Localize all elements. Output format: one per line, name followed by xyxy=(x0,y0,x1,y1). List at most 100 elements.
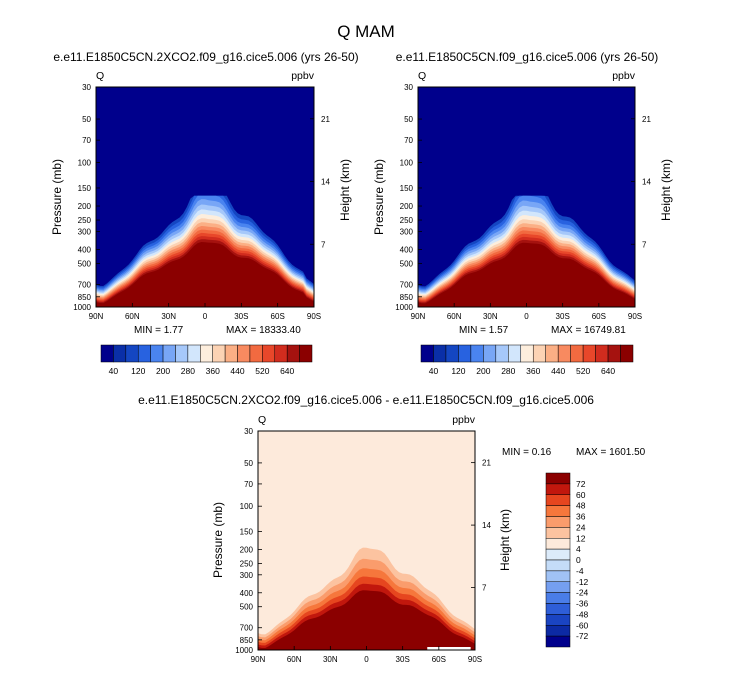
colorbar-swatch xyxy=(212,344,226,363)
panel-diff-unit-label: ppbv xyxy=(452,414,476,426)
y-tick-label: 150 xyxy=(400,184,414,193)
colorbar-label: 60 xyxy=(576,490,586,500)
colorbar-label: -60 xyxy=(576,620,589,630)
x-tick-label: 0 xyxy=(364,655,369,664)
colorbar-swatch xyxy=(582,344,596,363)
colorbar-label: 200 xyxy=(476,366,490,376)
y-tick-label: 70 xyxy=(82,136,91,145)
x-tick-label: 30N xyxy=(323,655,338,664)
y-tick-label: 500 xyxy=(240,603,254,612)
colorbar-right: 40 120 200 280 360 440 520 640 xyxy=(420,344,634,376)
x-tick-label: 30S xyxy=(556,312,570,321)
y-tick-label: 500 xyxy=(78,260,92,269)
y-tick-label: 200 xyxy=(400,202,414,211)
x-tick-label: 90S xyxy=(628,312,642,321)
colorbar-swatch xyxy=(224,344,238,363)
colorbar-swatch xyxy=(520,344,534,363)
colorbar-swatch xyxy=(137,344,151,363)
y-tick-label: 250 xyxy=(78,216,92,225)
y-right-tick-label: 7 xyxy=(482,584,487,593)
colorbar-label: 520 xyxy=(576,366,590,376)
y-tick-label: 400 xyxy=(78,246,92,255)
colorbar-swatch xyxy=(508,344,522,363)
y-right-tick-label: 21 xyxy=(642,115,651,124)
x-axis: 90N 60N 30N 0 30S 60S 90S xyxy=(89,303,321,321)
colorbar-swatch xyxy=(532,344,546,363)
contour-band xyxy=(258,590,475,650)
colorbar-swatch xyxy=(545,592,571,604)
colorbar-swatch xyxy=(545,559,571,572)
panel-left-var-label: Q xyxy=(96,70,104,82)
colorbar-label: 280 xyxy=(181,366,195,376)
colorbar-swatch xyxy=(249,344,263,363)
colorbar-label: 40 xyxy=(109,366,119,376)
colorbar-swatch xyxy=(483,344,497,363)
y-axis-right: 21 14 7 xyxy=(631,115,651,249)
panel-diff-min: MIN = 0.16 xyxy=(502,447,552,458)
contour-band xyxy=(96,242,314,307)
y-right-tick-label: 7 xyxy=(321,240,326,249)
panel-right-max: MAX = 16749.81 xyxy=(551,325,626,336)
y-tick-label: 200 xyxy=(78,202,92,211)
colorbar-label: 36 xyxy=(576,512,586,522)
x-tick-label: 90S xyxy=(468,655,482,664)
colorbar-swatch xyxy=(595,344,609,363)
colorbar-swatch xyxy=(545,483,571,495)
colorbar-label: 48 xyxy=(576,501,586,511)
colorbar-swatch xyxy=(545,581,571,593)
y-tick-label: 150 xyxy=(78,184,92,193)
colorbar-swatch xyxy=(187,344,201,363)
colorbar-swatch xyxy=(445,344,459,363)
x-tick-label: 0 xyxy=(203,312,208,321)
colorbar-label: 200 xyxy=(156,366,170,376)
colorbar-label: 280 xyxy=(501,366,515,376)
colorbar-swatch xyxy=(286,344,300,363)
colorbar-label: 360 xyxy=(206,366,220,376)
colorbar-swatch xyxy=(545,505,571,517)
colorbar-label: 4 xyxy=(576,544,581,554)
x-tick-label: 60S xyxy=(271,312,285,321)
panel-diff-var-label: Q xyxy=(258,414,266,426)
panel-diff-max: MAX = 1601.50 xyxy=(576,447,646,458)
plot-area-diff xyxy=(258,431,475,650)
colorbar-label: 440 xyxy=(551,366,565,376)
x-tick-label: 90N xyxy=(411,312,426,321)
colorbar-swatch xyxy=(545,472,571,485)
colorbar-label: -72 xyxy=(576,631,589,641)
colorbar-swatch xyxy=(100,344,114,363)
colorbar-swatch xyxy=(545,625,571,637)
colorbar-label: 12 xyxy=(576,533,586,543)
y-tick-label: 400 xyxy=(400,246,414,255)
y-tick-label: 1000 xyxy=(73,303,91,312)
x-tick-label: 30S xyxy=(396,655,410,664)
colorbar-swatch xyxy=(607,344,621,363)
panel-right-ylabel-right: Height (km) xyxy=(659,159,673,221)
panel-left-min: MIN = 1.77 xyxy=(134,325,184,336)
y-tick-label: 300 xyxy=(78,227,92,236)
y-right-tick-label: 14 xyxy=(642,178,651,187)
y-tick-label: 200 xyxy=(240,545,254,554)
colorbar-swatch xyxy=(420,344,434,363)
x-axis: 90N 60N 30N 0 30S 60S 90S xyxy=(251,646,482,664)
x-tick-label: 60N xyxy=(447,312,462,321)
y-tick-label: 250 xyxy=(400,216,414,225)
colorbar-label: 72 xyxy=(576,479,586,489)
colorbar-swatch xyxy=(299,344,313,363)
x-tick-label: 90S xyxy=(307,312,321,321)
y-tick-label: 30 xyxy=(244,427,253,436)
colorbar-swatch xyxy=(545,614,571,626)
colorbar-swatch xyxy=(545,527,571,539)
colorbar-swatch xyxy=(545,635,571,648)
colorbar-swatch xyxy=(113,344,127,363)
y-tick-label: 850 xyxy=(400,293,414,302)
y-right-tick-label: 21 xyxy=(482,459,491,468)
colorbar-label: 640 xyxy=(280,366,294,376)
colorbar-swatch xyxy=(545,570,571,582)
y-right-tick-label: 7 xyxy=(642,240,647,249)
y-right-tick-label: 21 xyxy=(321,115,330,124)
y-tick-label: 850 xyxy=(240,636,254,645)
